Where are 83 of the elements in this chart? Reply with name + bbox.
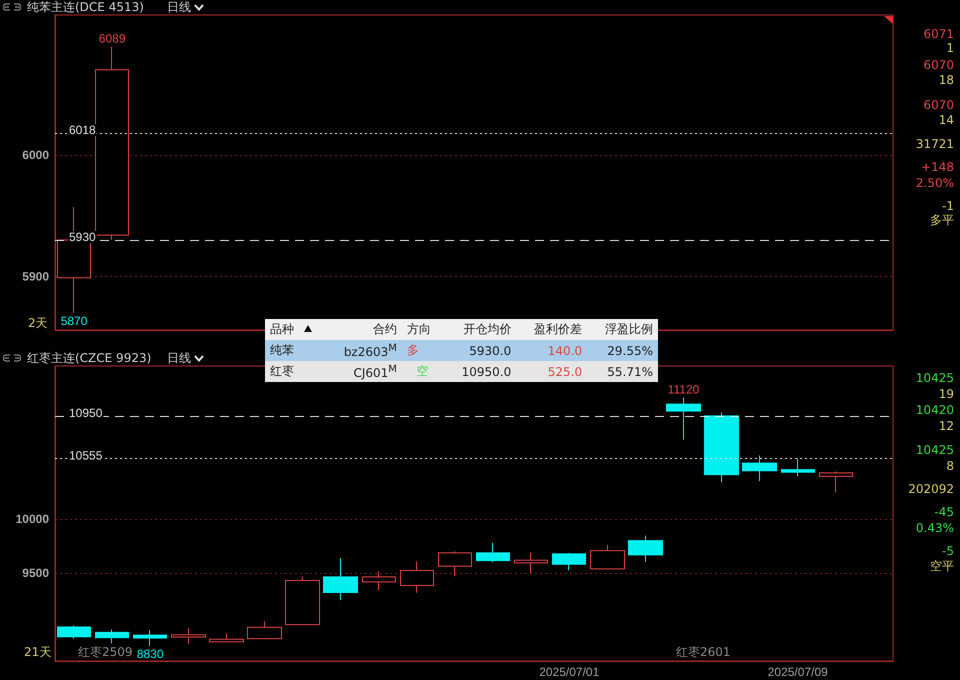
candlestick [95,628,129,644]
candlestick [666,396,701,440]
annotation: 525.0 [546,364,584,380]
annotation: 方向 [406,321,432,338]
candlestick [590,544,625,570]
text: 纯苯 [269,342,295,359]
candlestick [742,454,777,482]
text: 8 [946,459,954,473]
text: 2.50% [916,176,954,190]
annotation: 55.71% [606,364,654,380]
text: 21天 [24,645,52,659]
candlestick [171,627,206,645]
annotation: 红枣2509 [78,645,133,659]
text: 10425 [916,371,954,385]
text: +148 [921,160,954,174]
text: 31721 [916,137,954,151]
text: 12 [938,419,954,433]
annotation: 6089 [98,32,126,46]
candlestick [323,558,358,601]
y-tick-label: 5900 [22,269,50,284]
text: 1 [946,41,954,55]
text: 多平 [930,213,954,227]
text: 10425 [916,443,954,457]
annotation: 红枣 [269,363,295,380]
candlestick [781,458,815,477]
candlestick [209,632,244,642]
annotation: 11120 [668,382,700,396]
candlestick [552,552,586,571]
text: 0.43% [916,521,954,535]
text: 202092 [908,482,954,496]
annotation: 5870 [60,314,88,328]
text: 多 [406,342,420,359]
chart-subtitle: 日线 [167,0,191,14]
annotation: 空 [416,363,430,380]
chart-title: 纯苯主连(DCE 4513) [27,0,144,14]
text: 6071 [923,27,954,41]
annotation: 合约 [372,321,398,338]
text: -45 [934,505,954,519]
text: 空平 [930,559,954,573]
y-tick-label: 10000 [16,512,50,526]
candlestick [704,412,739,483]
x-tick-label: 2025/07/01 [539,665,600,679]
candlestick [57,624,91,640]
ref-line-label: 6018 [69,122,96,137]
text: 2天 [28,316,48,330]
ref-line-label: 10555 [69,448,103,463]
text: 14 [938,113,954,127]
candlestick [628,535,663,562]
ref-line-label: 10950 [69,406,103,420]
text: 10420 [916,403,954,417]
ref-line-label: 5930 [69,230,96,244]
candlestick [133,630,167,646]
text: bz2603$^{M}$ [342,342,398,360]
text: -5 [942,544,954,558]
chart-title: 红枣主连(CZCE 9923) [27,351,152,365]
y-tick-label: 6000 [22,148,50,162]
chart-subtitle: 日线 [167,351,191,365]
text: 140.0 [546,342,584,360]
candlestick [476,542,510,563]
candlestick [362,570,396,591]
x-tick-label: 2025/07/09 [768,665,828,679]
annotation: CJ601$^{M}$ [352,362,398,382]
candlestick [438,550,472,577]
candlestick [819,470,853,493]
annotation: 盈利价差 [533,321,584,338]
text: 5930.0 [468,342,512,360]
annotation: 品种 [269,321,295,338]
text: 6070 [923,58,954,72]
text: 6070 [923,98,954,112]
text: 19 [938,387,954,401]
candlestick [247,620,282,640]
candlestick [514,552,548,574]
candlestick [285,576,320,626]
text: -1 [942,199,954,213]
text: 18 [938,73,954,87]
candlestick [400,561,434,594]
annotation: 浮盈比例 [604,321,654,338]
annotation: 红枣2601 [676,645,731,659]
annotation: 开仓均价 [462,321,512,338]
annotation: 8830 [136,646,164,661]
annotation: 10950.0 [460,364,512,380]
text: 29.55% [606,342,654,360]
y-tick-label: 9500 [22,566,50,580]
